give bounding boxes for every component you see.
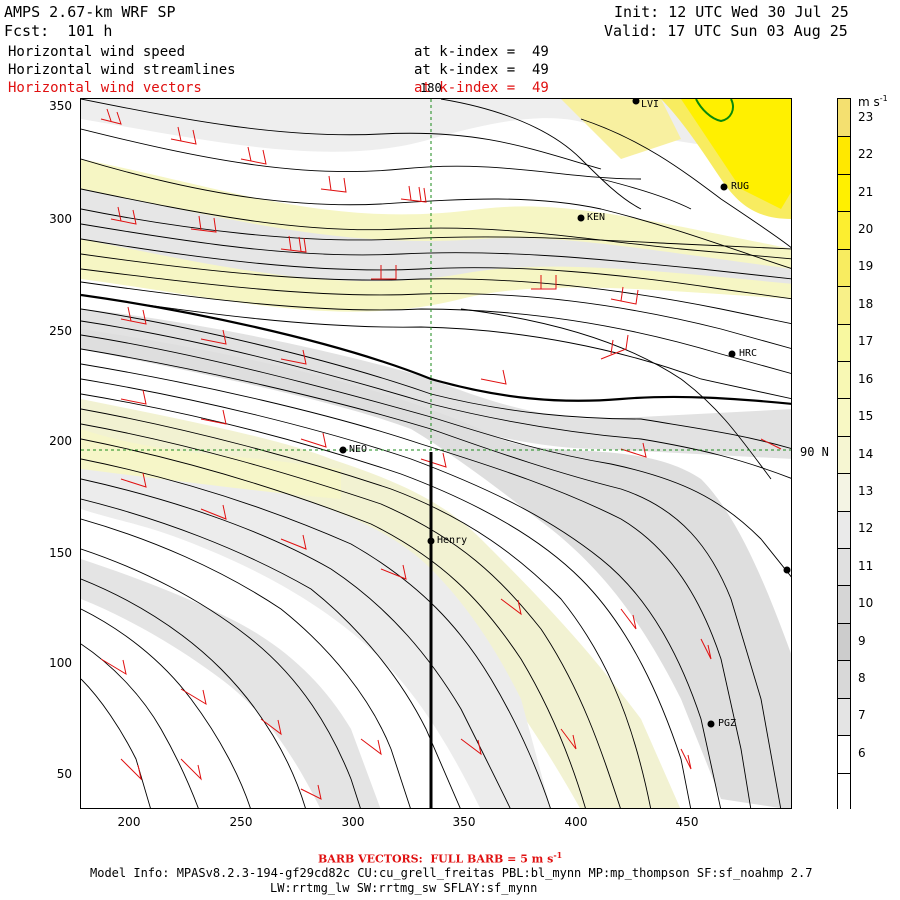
- colorbar-label: 19: [858, 259, 874, 274]
- colorbar-label: 7: [858, 708, 866, 723]
- colorbar-segment: [838, 173, 850, 212]
- field-level-speed: at k-index = 49: [414, 44, 549, 60]
- x-tick-450: 450: [675, 815, 699, 829]
- colorbar-segment: [838, 510, 850, 549]
- field-level-streamlines: at k-index = 49: [414, 62, 549, 78]
- colorbar-label: 23: [858, 109, 874, 124]
- station-henry: Henry: [437, 535, 468, 546]
- y-tick-200: 200: [49, 434, 72, 448]
- colorbar-label: 9: [858, 633, 866, 648]
- colorbar-segment: [838, 136, 850, 175]
- streamlines: [81, 99, 791, 808]
- colorbar-label: 6: [858, 745, 866, 760]
- colorbar-segment: [838, 772, 850, 811]
- colorbar-label: 14: [858, 446, 874, 461]
- x-tick-400: 400: [564, 815, 588, 829]
- colorbar-segment: [838, 697, 850, 736]
- field-name-vectors: Horizontal wind vectors: [8, 80, 202, 96]
- station-ken: KEN: [587, 212, 606, 223]
- station-hrc: HRC: [739, 348, 758, 359]
- colorbar-segment: [838, 248, 850, 287]
- wind-map: [81, 99, 791, 808]
- colorbar-label: 18: [858, 296, 874, 311]
- meridian-label-top: 180: [420, 81, 442, 95]
- init-time: Init: 12 UTC Wed 30 Jul 25: [614, 3, 849, 21]
- forecast-hour: Fcst: 101 h: [4, 22, 113, 40]
- colorbar-label: 16: [858, 371, 874, 386]
- model-title: AMPS 2.67-km WRF SP: [4, 3, 176, 21]
- colorbar-segment: [838, 473, 850, 512]
- colorbar-segment: [838, 585, 850, 624]
- colorbar-label: 12: [858, 521, 874, 536]
- station-lvi: LVI: [641, 99, 660, 110]
- colorbar-segment: [838, 99, 850, 137]
- colorbar-segment: [838, 286, 850, 324]
- colorbar-segment: [838, 323, 850, 362]
- colorbar-segment: [838, 548, 850, 586]
- y-tick-150: 150: [49, 546, 72, 560]
- colorbar-label: 8: [858, 671, 866, 686]
- colorbar-label: 11: [858, 558, 874, 573]
- map-panel[interactable]: LVI RUG KEN HRC NEO Henry PGZ 180: [80, 98, 792, 809]
- field-name-streamlines: Horizontal wind streamlines: [8, 62, 236, 78]
- colorbar-label: 20: [858, 221, 874, 236]
- station-markers: [339, 99, 791, 728]
- colorbar-label: 21: [858, 184, 874, 199]
- x-tick-300: 300: [341, 815, 365, 829]
- colorbar-segment: [838, 735, 850, 774]
- y-tick-350: 350: [49, 99, 72, 113]
- y-tick-100: 100: [49, 656, 72, 670]
- colorbar-label: 10: [858, 596, 874, 611]
- station-pgz: PGZ: [718, 718, 737, 729]
- y-tick-50: 50: [56, 767, 72, 781]
- barb-note: BARB VECTORS: FULL BARB = 5 m s-1: [318, 850, 563, 866]
- colorbar-segment: [838, 435, 850, 474]
- colorbar-segment: [838, 622, 850, 661]
- wind-barbs: [100, 108, 782, 800]
- station-neo: NEO: [349, 444, 368, 455]
- y-tick-300: 300: [49, 212, 72, 226]
- model-info-2: LW:rrtmg_lw SW:rrtmg_sw SFLAY:sf_mynn: [270, 881, 538, 895]
- field-level-vectors: at k-index = 49: [414, 80, 549, 96]
- x-tick-350: 350: [452, 815, 476, 829]
- colorbar-label: 15: [858, 409, 874, 424]
- parallel-label: 90 N: [800, 445, 829, 459]
- colorbar-units: m s-1: [858, 94, 888, 109]
- colorbar-label: 13: [858, 483, 874, 498]
- colorbar-segment: [838, 360, 850, 399]
- colorbar-label: 17: [858, 334, 874, 349]
- colorbar: [837, 98, 851, 811]
- x-tick-250: 250: [229, 815, 253, 829]
- colorbar-label: 22: [858, 147, 874, 162]
- colorbar-segment: [838, 211, 850, 250]
- model-info: Model Info: MPASv8.2.3-194-gf29cd82c CU:…: [90, 866, 813, 880]
- station-rug: RUG: [731, 181, 750, 192]
- x-tick-200: 200: [117, 815, 141, 829]
- coastline: [695, 99, 734, 123]
- field-name-speed: Horizontal wind speed: [8, 44, 186, 60]
- colorbar-segment: [838, 660, 850, 699]
- valid-time: Valid: 17 UTC Sun 03 Aug 25: [604, 22, 848, 40]
- y-tick-250: 250: [49, 324, 72, 338]
- wind-speed-shading: [81, 99, 791, 808]
- colorbar-segment: [838, 398, 850, 437]
